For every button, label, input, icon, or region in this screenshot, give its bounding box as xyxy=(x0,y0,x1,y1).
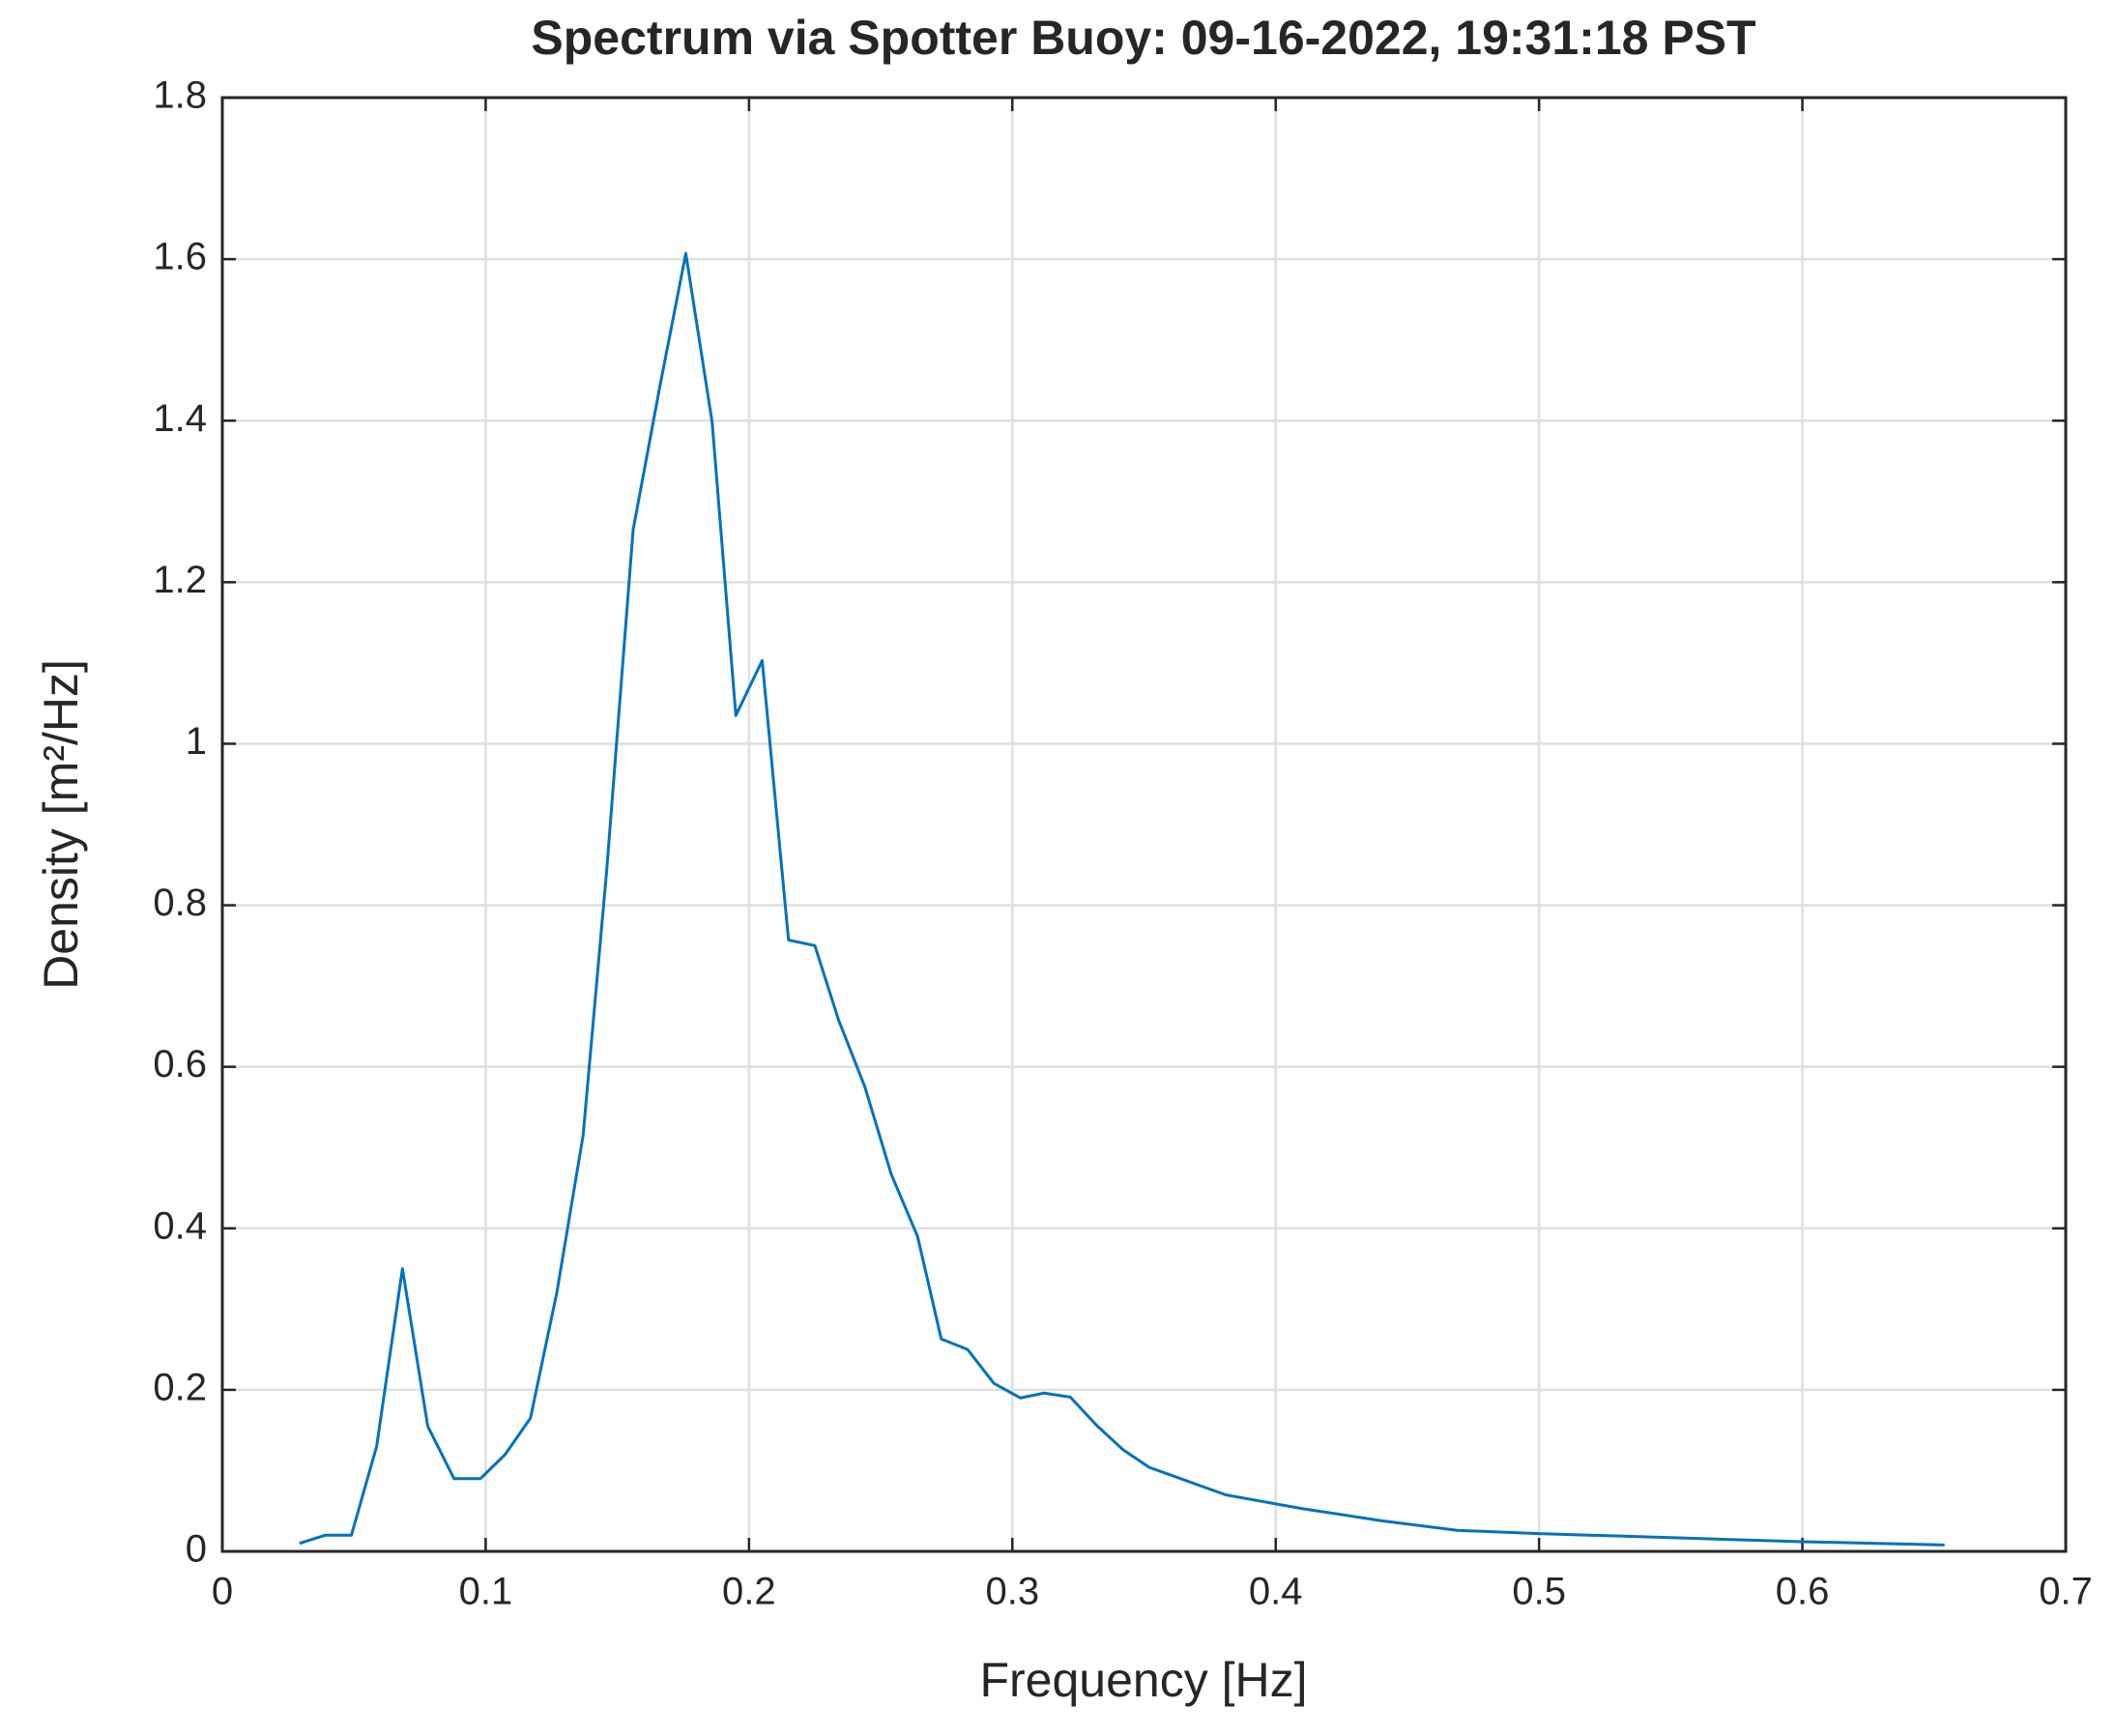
y-tick-label: 1.2 xyxy=(153,559,207,601)
y-tick-label: 0.4 xyxy=(153,1204,207,1247)
x-tick-label: 0.6 xyxy=(1776,1571,1830,1613)
y-tick-label: 0.6 xyxy=(153,1043,207,1085)
plot-frame xyxy=(220,96,2068,1553)
x-tick-label: 0.5 xyxy=(1512,1571,1566,1613)
y-tick-label: 1.6 xyxy=(153,236,207,278)
x-tick-label: 0.2 xyxy=(722,1571,776,1613)
y-tick-label: 0.8 xyxy=(153,882,207,924)
y-tick-label: 1.8 xyxy=(153,74,207,117)
x-tick-label: 0.1 xyxy=(459,1571,513,1613)
x-tick-label: 0.4 xyxy=(1249,1571,1303,1613)
chart-title: Spectrum via Spotter Buoy: 09-16-2022, 1… xyxy=(531,11,1755,65)
x-axis-label: Frequency [Hz] xyxy=(979,1653,1307,1707)
x-tick-label: 0.7 xyxy=(2039,1571,2093,1613)
y-tick-label: 1.4 xyxy=(153,397,207,440)
y-axis-label: Density [m²/Hz] xyxy=(34,659,88,990)
x-tick-label: 0.3 xyxy=(985,1571,1039,1613)
x-tick-label: 0 xyxy=(212,1571,233,1613)
y-tick-label: 0 xyxy=(186,1528,207,1571)
y-tick-label: 0.2 xyxy=(153,1366,207,1408)
y-tick-label: 1 xyxy=(186,720,207,763)
data-line xyxy=(299,251,1945,1547)
